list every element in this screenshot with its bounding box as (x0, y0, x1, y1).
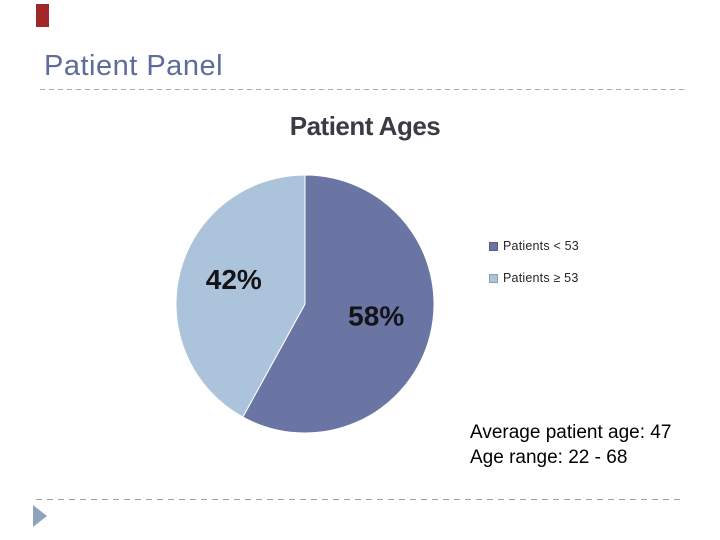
pie-data-label: 58% (348, 301, 404, 332)
title-divider (40, 89, 684, 90)
notes-line-average-age: Average patient age: 47 (470, 422, 672, 443)
legend-item: Patients < 53 (489, 239, 579, 253)
legend-marker-icon (489, 273, 498, 283)
legend-marker-icon (489, 241, 498, 251)
legend-label: Patients ≥ 53 (503, 271, 579, 285)
pie-chart: 58% 42% (175, 174, 435, 434)
pie-data-label: 42% (206, 264, 262, 295)
notes-text: Average patient age: 47 Age range: 22 - … (470, 420, 671, 470)
footer-arrow-icon (33, 505, 47, 527)
pie-slice (242, 174, 435, 434)
pie-slice (175, 174, 306, 418)
top-accent-bar (36, 4, 49, 27)
pie-chart-area: 58% 42% (175, 174, 435, 434)
legend-label: Patients < 53 (503, 239, 579, 253)
slide-title: Patient Panel (44, 50, 224, 82)
legend-item: Patients ≥ 53 (489, 271, 579, 285)
notes-line-age-range: Age range: 22 - 68 (470, 447, 628, 468)
chart-title: Patient Ages (289, 111, 441, 141)
chart-legend: Patients < 53 Patients ≥ 53 (489, 239, 579, 303)
footer-divider (36, 499, 684, 500)
